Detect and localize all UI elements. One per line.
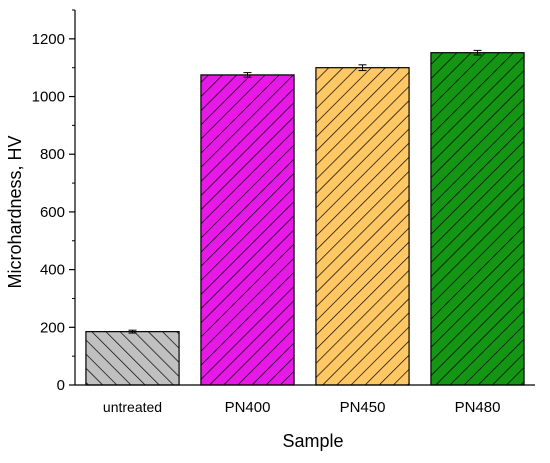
y-axis-label: Microhardness, HV xyxy=(5,135,25,288)
y-tick-label: 400 xyxy=(40,262,65,279)
y-ticks: 0 200 400 600 800 1000 1200 xyxy=(32,9,75,394)
bar-pn450 xyxy=(315,67,410,386)
y-tick-label: 0 xyxy=(57,377,65,394)
y-tick-label: 1000 xyxy=(32,89,65,106)
error-bar-pn480 xyxy=(473,49,482,56)
x-tick-label: PN400 xyxy=(225,399,271,416)
x-tick-label: untreated xyxy=(103,399,162,415)
x-tick-label: PN480 xyxy=(455,399,501,416)
y-tick-label: 200 xyxy=(40,319,65,336)
y-tick-label: 1200 xyxy=(32,31,65,48)
error-bar-untreated xyxy=(128,329,137,334)
x-axis-label: Sample xyxy=(282,431,343,451)
error-bar-pn450 xyxy=(358,64,367,72)
bar-pn480 xyxy=(430,52,525,386)
bar-pn400 xyxy=(200,74,295,386)
y-tick-label: 600 xyxy=(40,204,65,221)
axes-layer xyxy=(74,10,535,386)
x-tick-label: PN450 xyxy=(340,399,386,416)
bar-untreated xyxy=(85,331,180,386)
error-bar-pn400 xyxy=(243,72,252,78)
y-tick-label: 800 xyxy=(40,146,65,163)
bars-layer xyxy=(85,49,525,386)
x-tick-labels: untreated PN400 PN450 PN480 xyxy=(103,399,501,416)
